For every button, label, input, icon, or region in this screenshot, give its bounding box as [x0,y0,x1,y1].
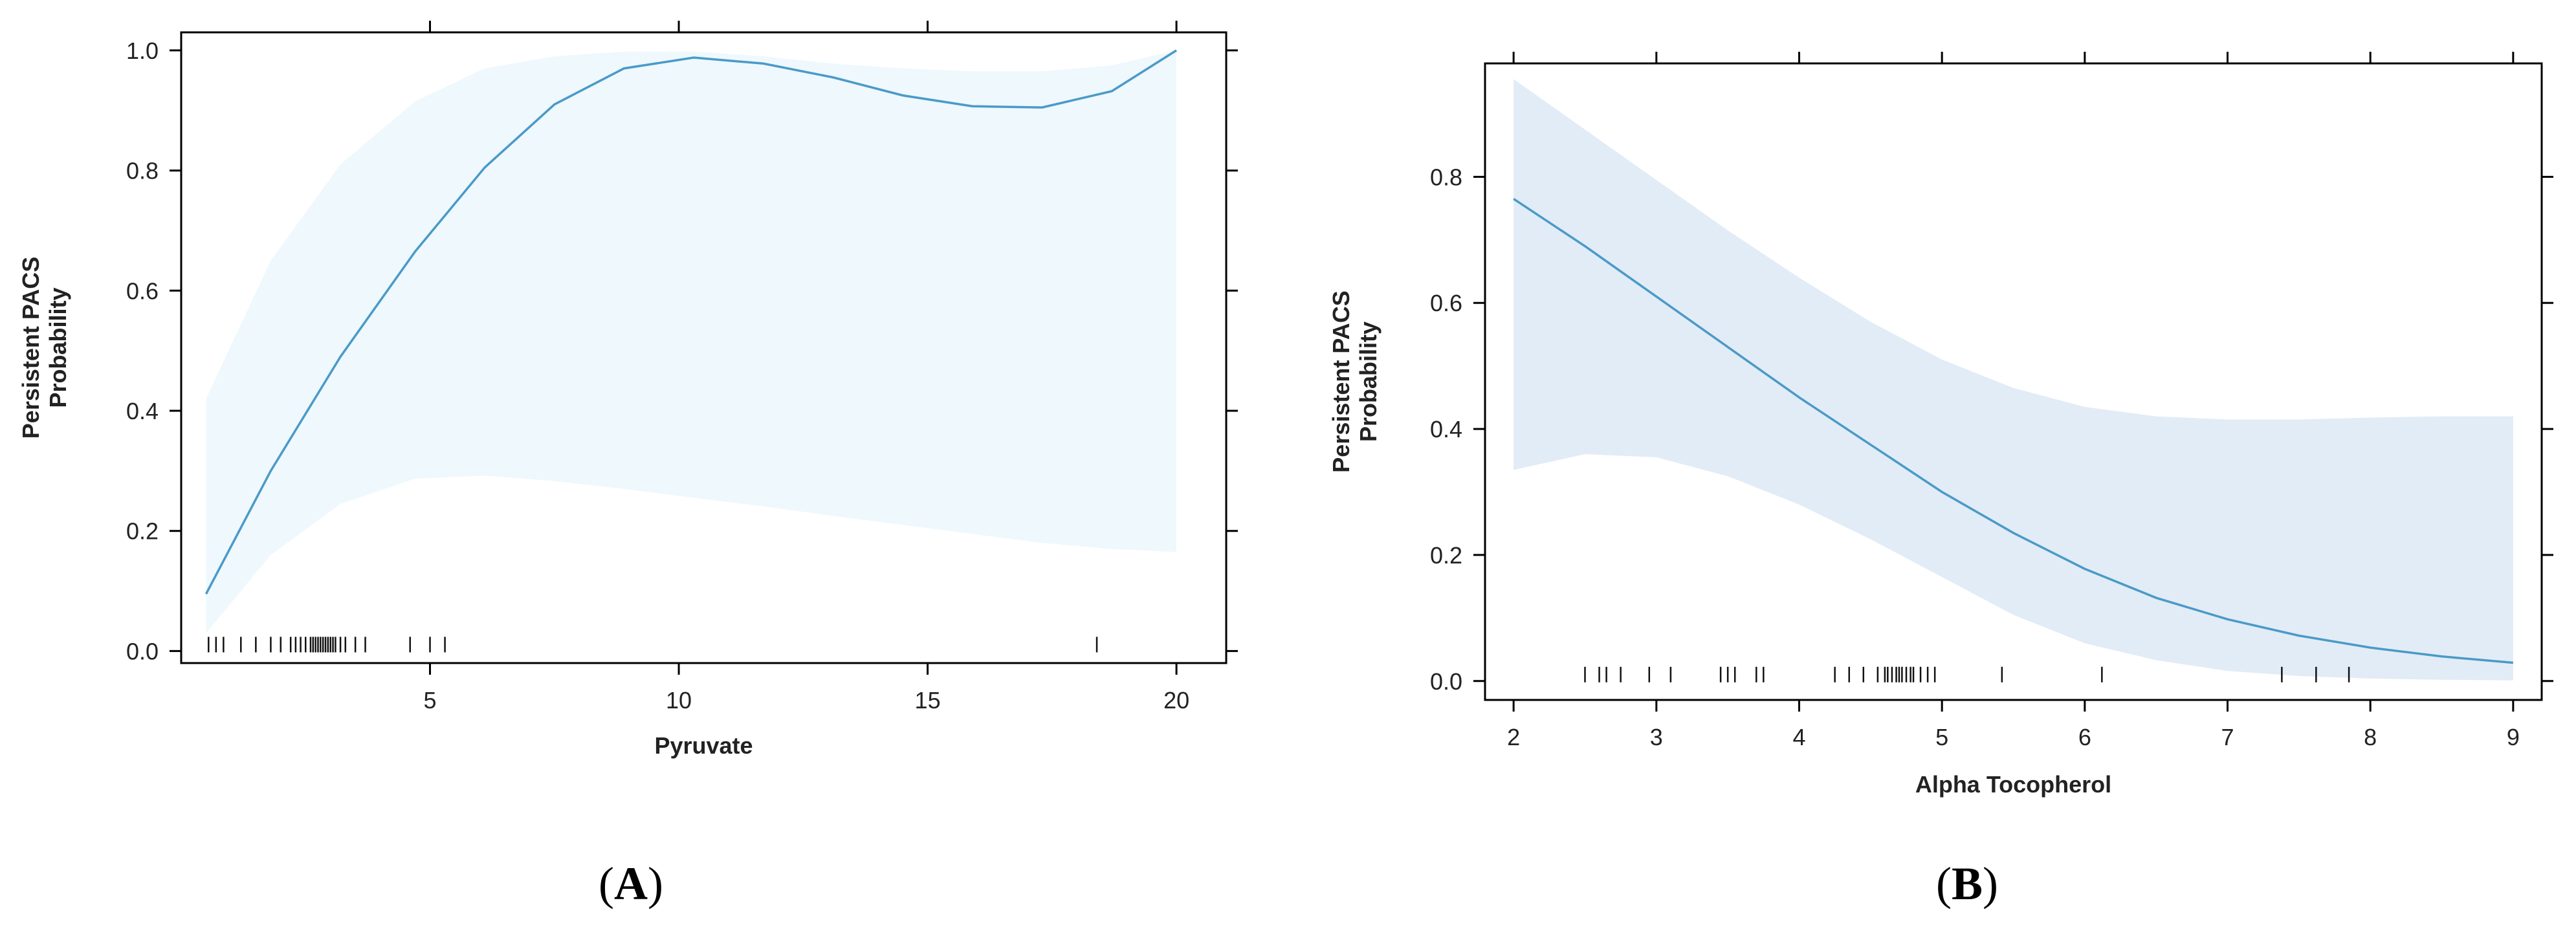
y-tick-label: 0.6 [126,278,159,304]
x-axis-title: Pyruvate [654,732,753,759]
x-tick-label: 3 [1650,724,1663,750]
panel-label: (A) [599,858,663,910]
rug-marks [208,637,1098,653]
confidence-band [206,50,1177,633]
x-tick-label: 7 [2221,724,2234,750]
panel-label: (B) [1936,858,1998,910]
x-axis-title: Alpha Tocopherol [1915,771,2111,798]
x-tick-label: 2 [1507,724,1520,750]
rug-marks [1584,666,2350,682]
x-tick-label: 20 [1163,687,1189,714]
x-tick-label: 9 [2507,724,2520,750]
y-tick-label: 0.8 [1430,164,1462,190]
y-tick-label: 0.8 [126,158,159,184]
y-tick-label: 0.0 [126,638,159,664]
y-axis-title: Persistent PACSProbability [17,257,71,439]
x-tick-label: 15 [915,687,941,714]
x-tick-label: 8 [2364,724,2377,750]
y-axis-title-line: Probability [1355,322,1382,442]
x-tick-label: 4 [1792,724,1805,750]
y-tick-label: 0.2 [126,518,159,545]
x-tick-label: 10 [666,687,692,714]
y-tick-label: 0.6 [1430,290,1462,316]
y-tick-label: 0.2 [1430,542,1462,569]
y-axis-title-line: Probability [45,287,71,408]
y-tick-label: 0.4 [1430,416,1462,442]
panel-b-chart: 2 3 4 5 6 7 8 9 0.0 0.2 0.4 0.6 0.8 Alpha Tocopherol P… [1328,52,2553,910]
y-axis-title-line: Persistent PACS [1328,290,1354,472]
panel-a-chart: 5 10 15 20 0.0 0.2 0.4 0.6 0.8 1.0 Pyruvate Persist… [17,21,1238,910]
y-tick-label: 1.0 [126,38,159,64]
x-tick-label: 5 [1935,724,1948,750]
x-tick-label: 5 [424,687,437,714]
x-tick-label: 6 [2078,724,2091,750]
y-tick-label: 0.4 [126,398,159,424]
plot-frame [180,31,1227,664]
fitted-line [1513,198,2514,664]
y-axis-title: Persistent PACSProbability [1328,290,1382,472]
y-axis-title-line: Persistent PACS [17,257,44,439]
fitted-line [204,49,1178,595]
confidence-band [1514,79,2513,681]
y-tick-label: 0.0 [1430,668,1462,695]
plot-frame [1484,62,2543,701]
